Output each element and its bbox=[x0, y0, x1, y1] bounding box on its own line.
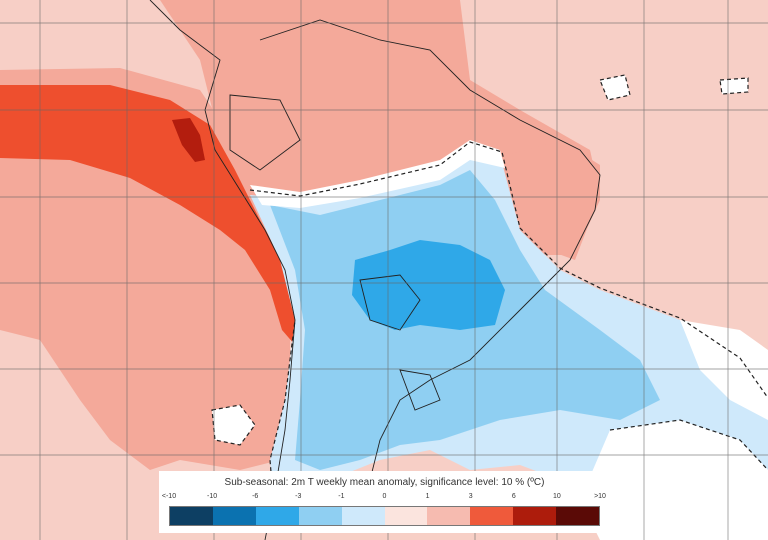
legend-swatch bbox=[212, 507, 256, 525]
neutral-blob-south bbox=[580, 420, 768, 540]
pacific-strong-warm-band bbox=[0, 85, 300, 345]
coastlines bbox=[149, 0, 601, 540]
legend-swatch bbox=[513, 507, 557, 525]
legend-tick-label: -10 bbox=[207, 493, 218, 500]
legend-tick-label: <-10 bbox=[161, 493, 177, 500]
legend-tick-label: -6 bbox=[252, 493, 259, 500]
legend-swatch bbox=[556, 507, 600, 525]
legend-title: Sub-seasonal: 2m T weekly mean anomaly, … bbox=[224, 477, 545, 488]
legend-swatch bbox=[470, 507, 514, 525]
neutral-blob-atlantic-1 bbox=[600, 75, 630, 100]
legend-swatch bbox=[170, 507, 213, 525]
legend-tick-label: 10 bbox=[552, 493, 561, 500]
cold-region-core bbox=[352, 240, 505, 330]
legend-tick-label: 0 bbox=[382, 493, 387, 500]
neutral-blob-atlantic-2 bbox=[720, 78, 748, 94]
legend-swatch bbox=[384, 507, 428, 525]
legend-tick-label: 3 bbox=[468, 493, 473, 500]
legend-colorbar bbox=[169, 506, 600, 526]
legend-swatch bbox=[255, 507, 299, 525]
legend-tick-label: -3 bbox=[295, 493, 302, 500]
legend-tick-label: 6 bbox=[511, 493, 516, 500]
color-legend: Sub-seasonal: 2m T weekly mean anomaly, … bbox=[159, 471, 610, 533]
neutral-blob-margin bbox=[250, 140, 505, 208]
pacific-hot-patch bbox=[172, 118, 205, 162]
neutral-blob-east bbox=[680, 320, 768, 420]
legend-ticks: <-10 -10 -6 -3 -1 0 1 3 6 10 >10 bbox=[162, 493, 606, 505]
legend-tick-label: -1 bbox=[338, 493, 345, 500]
legend-swatch bbox=[427, 507, 471, 525]
legend-swatch bbox=[298, 507, 342, 525]
legend-tick-label: >10 bbox=[594, 493, 606, 500]
legend-swatch bbox=[341, 507, 385, 525]
neutral-blob-west bbox=[212, 405, 255, 445]
legend-tick-label: 1 bbox=[425, 493, 430, 500]
